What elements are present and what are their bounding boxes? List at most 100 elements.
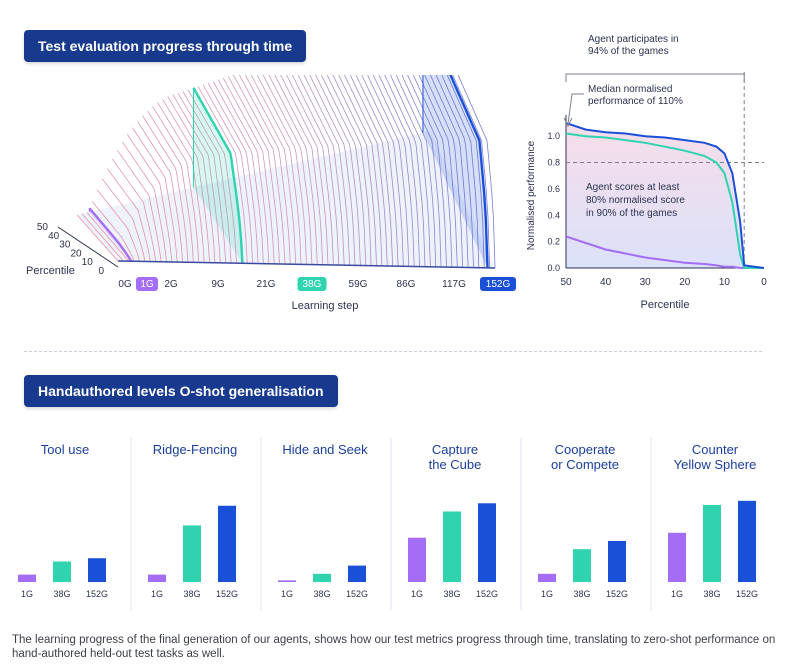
x-tick-label: 86G (397, 279, 416, 290)
surface-ridge-line (280, 75, 329, 265)
surface-ridge-line (187, 89, 237, 264)
surface-ridge-line (418, 75, 458, 268)
surface-ridge-line (361, 75, 404, 267)
bar-category-label: 1G (671, 589, 683, 599)
surface-ridge-line (162, 99, 210, 263)
surface-ridge-line (132, 127, 178, 263)
bar-152G (218, 505, 236, 582)
bar-category-label: 1G (541, 589, 553, 599)
panel-title: Tool use (41, 442, 89, 457)
y-tick-label: 0.4 (547, 210, 560, 220)
learning-progress-surface-chart: 0G 1G 2G 9G 21G 38G 59G 86G 117G 152G Learning ste… (26, 75, 516, 312)
surface-ridge-line (309, 75, 356, 266)
bar-category-label: 152G (476, 589, 498, 599)
bar-category-label: 1G (281, 589, 293, 599)
surface-ridge-line (147, 110, 194, 263)
bar-category-label: 1G (411, 589, 423, 599)
surface-ridge-line (372, 75, 415, 267)
bar-category-label: 152G (216, 589, 238, 599)
surface-ridge-line (274, 75, 324, 265)
percentile-tick-label: 20 (70, 248, 82, 259)
surface-ridge-line (111, 158, 157, 262)
surface-ridge-line (424, 75, 464, 268)
percentile-axis-label: Percentile (26, 265, 75, 277)
bar-38G (183, 525, 201, 582)
surface-ridge-line (177, 92, 227, 264)
panel-title: Ridge-Fencing (153, 442, 238, 457)
surface-ridge-line (390, 75, 431, 267)
surface-ridge-line (441, 75, 480, 268)
bar-category-label: 38G (313, 589, 330, 599)
surface-ridge-line (152, 106, 200, 263)
bar-category-label: 38G (703, 589, 720, 599)
figure-caption: The learning progress of the final gener… (12, 634, 776, 660)
surface-ridge-line (81, 213, 124, 262)
surface-ridge-line (401, 75, 442, 268)
x-tick-label: 40 (600, 277, 612, 288)
y-tick-label: 0.8 (547, 158, 560, 168)
surface-ridge-line (244, 75, 297, 265)
surface-ridge-line (157, 102, 205, 263)
surface-ridge-line (378, 75, 420, 267)
slice-152g-line (449, 75, 489, 268)
y-tick-label: 1.0 (547, 131, 560, 141)
surface-ridge-line (101, 178, 146, 262)
bar-1G (148, 574, 166, 582)
y-tick-label: 0.2 (547, 237, 560, 247)
surface-ridge-line (182, 91, 232, 264)
surface-ridge-line (412, 75, 453, 268)
bar-152G (738, 500, 756, 582)
bar-38G (313, 573, 331, 582)
surface-ridge-line (256, 75, 307, 265)
panel-title: Hide and Seek (282, 442, 368, 457)
surface-ridge-line (202, 84, 253, 264)
panel-title: Counter Yellow Sphere (674, 442, 757, 472)
bar-category-label: 152G (736, 589, 758, 599)
bar-1G (538, 573, 556, 582)
surface-ridge-line (197, 86, 248, 264)
percentile-tick-label: 10 (82, 257, 94, 268)
surface-ridge-line (286, 75, 334, 266)
surface-ridge-line (262, 75, 313, 265)
surface-ridge-line (207, 82, 259, 264)
surface-ridge-line (435, 75, 474, 268)
bar-38G (573, 549, 591, 582)
y-tick-label: 0.0 (547, 263, 560, 273)
normalised-performance-chart: 0.0 0.2 0.4 0.6 0.8 1.0 50 40 30 20 10 0 Percentile N… (526, 34, 767, 311)
surface-ridge-line (349, 75, 394, 267)
surface-ridge-line (446, 75, 485, 268)
x-tick-label: 50 (560, 277, 572, 288)
surface-ridge-line (452, 75, 490, 268)
x-tick-label: 0 (761, 277, 767, 288)
surface-ridge-line (344, 75, 388, 267)
surface-ridge-line (86, 212, 130, 262)
x-tick-label: 30 (640, 277, 652, 288)
participation-bracket (565, 73, 745, 82)
x-tick-label: 0G (118, 279, 132, 290)
percentile-axis (57, 226, 119, 268)
x-tick-label: 2G (164, 279, 178, 290)
surface-ridge-line (332, 75, 377, 266)
percentile-tick-label: 0 (98, 266, 104, 277)
surface-ridge-line (91, 201, 135, 262)
surface-ridge-line (116, 149, 162, 262)
x-tick-label: 20 (679, 277, 691, 288)
bar-category-label: 152G (346, 589, 368, 599)
surface-ridge-line (320, 75, 367, 266)
x-tick-label: 1G (140, 279, 154, 290)
surface-ridge-line (250, 75, 302, 265)
percentile-tick-label: 50 (37, 222, 49, 233)
bar-38G (443, 511, 461, 582)
surface-ridge-line (395, 75, 437, 267)
surface-ridge-line (291, 75, 340, 266)
slice-1g-line (88, 207, 133, 262)
tick-highlight-152G (480, 277, 516, 291)
bar-1G (668, 532, 686, 582)
surface-ridge-line (212, 81, 264, 264)
bar-152G (608, 541, 626, 582)
bar-1G (278, 580, 296, 582)
slice-38g-line (192, 87, 244, 264)
surface-ridge-line (268, 75, 318, 265)
x-tick-label: 152G (486, 279, 511, 290)
surface-ridge-line (355, 75, 399, 267)
